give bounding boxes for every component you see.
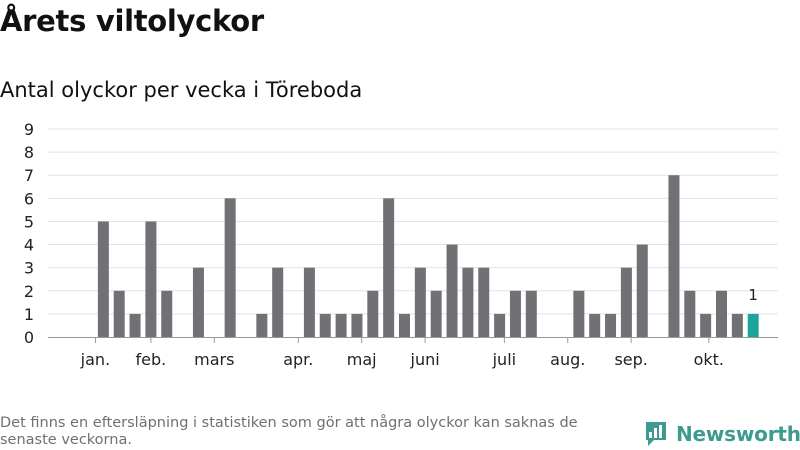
month-label: sep. [614, 350, 647, 369]
brand-name: Newsworthy [676, 422, 800, 446]
bar [620, 267, 632, 337]
bar [525, 290, 537, 337]
footnote: Det finns en eftersläpning i statistiken… [0, 415, 578, 448]
month-label: aug. [550, 350, 585, 369]
month-label: okt. [694, 350, 724, 369]
bar [335, 313, 347, 337]
y-tick-label: 1 [24, 305, 34, 324]
bar [509, 290, 521, 337]
bar [700, 313, 712, 337]
bar [462, 267, 474, 337]
y-tick-label: 9 [24, 120, 34, 139]
bar [145, 221, 157, 337]
bar [589, 313, 601, 337]
x-axis: jan. feb. mars apr. maj juni juli aug. sep. okt. [48, 337, 778, 369]
month-label: maj [347, 350, 377, 369]
bar [573, 290, 585, 337]
month-label: juli [492, 350, 516, 369]
bar [256, 313, 268, 337]
bar [446, 244, 458, 337]
bar [303, 267, 315, 337]
bar [668, 175, 680, 337]
y-tick-label: 2 [24, 282, 34, 301]
month-label: feb. [136, 350, 167, 369]
bar [430, 290, 442, 337]
chart-title: Årets viltolyckor [0, 4, 264, 38]
bar [399, 313, 410, 337]
bar [113, 290, 125, 337]
y-tick-label: 3 [24, 259, 34, 278]
bar [383, 198, 395, 337]
newsworthy-logo[interactable]: Newsworthy [644, 419, 800, 449]
bar [319, 313, 331, 337]
y-tick-label: 4 [24, 236, 34, 255]
bars [97, 175, 759, 337]
bar [605, 313, 617, 337]
bar [414, 267, 426, 337]
y-tick-label: 7 [24, 166, 34, 185]
month-label: jan. [80, 350, 110, 369]
month-label: apr. [283, 350, 313, 369]
bar [731, 313, 743, 337]
bar [224, 198, 236, 337]
newsworthy-logo-icon [646, 422, 666, 446]
bar [636, 244, 648, 337]
bar [367, 290, 379, 337]
bar [192, 267, 204, 337]
chart-subtitle: Antal olyckor per vecka i Töreboda [0, 78, 363, 102]
month-label: juni [410, 350, 440, 369]
y-axis-ticks: 0 1 2 3 4 5 6 7 8 9 [24, 120, 34, 347]
bar [97, 221, 109, 337]
y-tick-label: 8 [24, 143, 34, 162]
data-labels: 1 [748, 286, 758, 304]
bar [129, 313, 141, 337]
bar [494, 313, 506, 337]
bar [272, 267, 284, 337]
highlight-data-label: 1 [748, 286, 758, 304]
bar-chart: 0 1 2 3 4 5 6 7 8 9 jan. feb. mars apr. maj juni juli au… [24, 120, 778, 369]
bar [478, 267, 490, 337]
bar [684, 290, 696, 337]
bar [716, 290, 727, 337]
y-tick-label: 6 [24, 189, 34, 208]
y-tick-label: 0 [24, 328, 34, 347]
bar [161, 290, 173, 337]
y-tick-label: 5 [24, 212, 34, 231]
bar-highlight [747, 313, 759, 337]
bar [351, 313, 363, 337]
month-label: mars [194, 350, 234, 369]
